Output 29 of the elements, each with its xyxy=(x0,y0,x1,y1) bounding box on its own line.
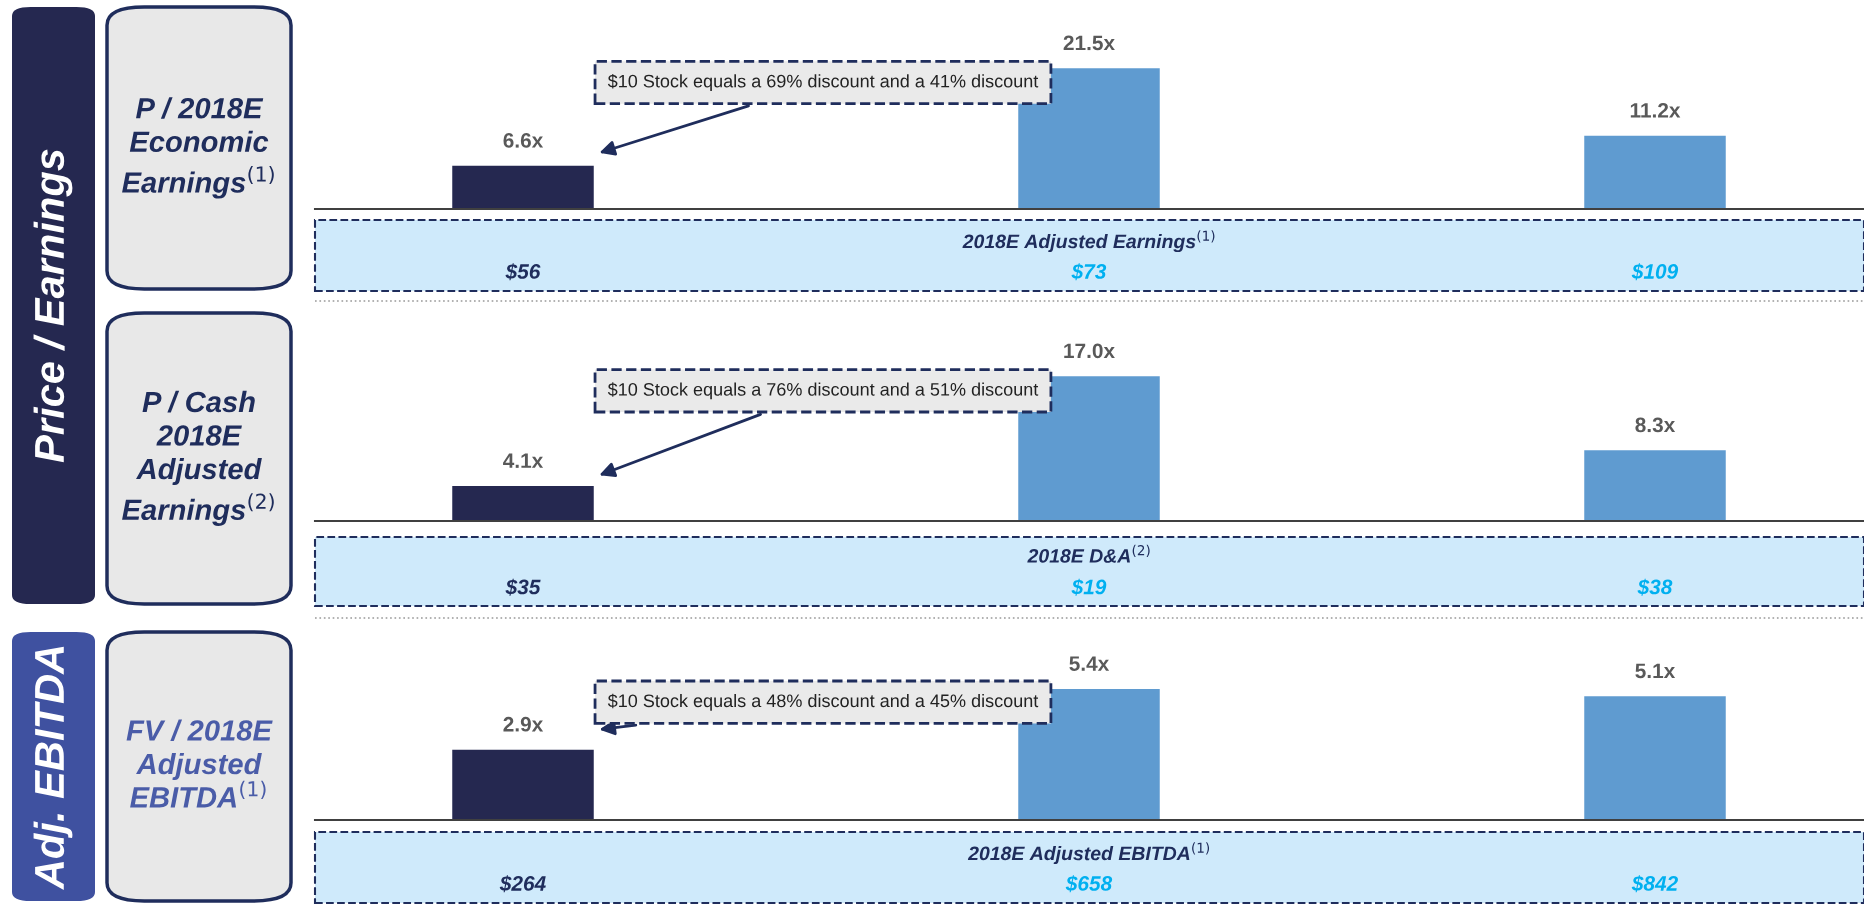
data-label: 5.4x xyxy=(1069,656,1110,671)
text: $38 xyxy=(1637,578,1673,596)
text: Price / Earnings xyxy=(33,149,73,463)
annotation: $10 Stock equals a 48% discount and a 45% discount xyxy=(607,693,1039,711)
text: $35 xyxy=(505,578,541,596)
y-axis-title: FV / 2018E Adjusted EBITDA$^{(1)}$ xyxy=(126,719,273,808)
text: $73 xyxy=(1071,263,1107,281)
text: 2018E D&A$^{(2)}$ xyxy=(1027,544,1150,563)
text: 2018E Adjusted EBITDA$^{(1)}$ xyxy=(967,842,1210,865)
data-label: 5.1x xyxy=(1635,663,1676,679)
y-axis-title: P / 2018E Economic Earnings$^{(1)}$ xyxy=(122,97,274,199)
text: $658 xyxy=(1065,875,1113,893)
data-label: 21.5x xyxy=(1063,35,1115,51)
data-label: 17.0x xyxy=(1064,343,1115,359)
text: $19 xyxy=(1071,578,1107,596)
data-label: 11.2x xyxy=(1630,102,1681,118)
text: $842 xyxy=(1631,875,1678,893)
data-label: 6.6x xyxy=(503,133,544,148)
data-label: 8.3x xyxy=(1635,417,1676,433)
text: $56 xyxy=(505,263,541,281)
data-label: 2.9x xyxy=(503,716,544,732)
text: 2018E Adjusted Earnings$^{(1)}$ xyxy=(962,230,1215,253)
text: $264 xyxy=(499,875,546,893)
text: $109 xyxy=(1631,263,1679,281)
annotation: $10 Stock equals a 69% discount and a 41% discount xyxy=(607,73,1039,92)
text: Adj. EBITDA xyxy=(33,646,73,891)
data-label: 4.1x xyxy=(503,453,544,468)
y-axis-title: P / Cash 2018E Adjusted Earnings$^{(2)}$ xyxy=(122,390,274,526)
annotation: $10 Stock equals a 76% discount and a 51% discount xyxy=(607,382,1039,400)
